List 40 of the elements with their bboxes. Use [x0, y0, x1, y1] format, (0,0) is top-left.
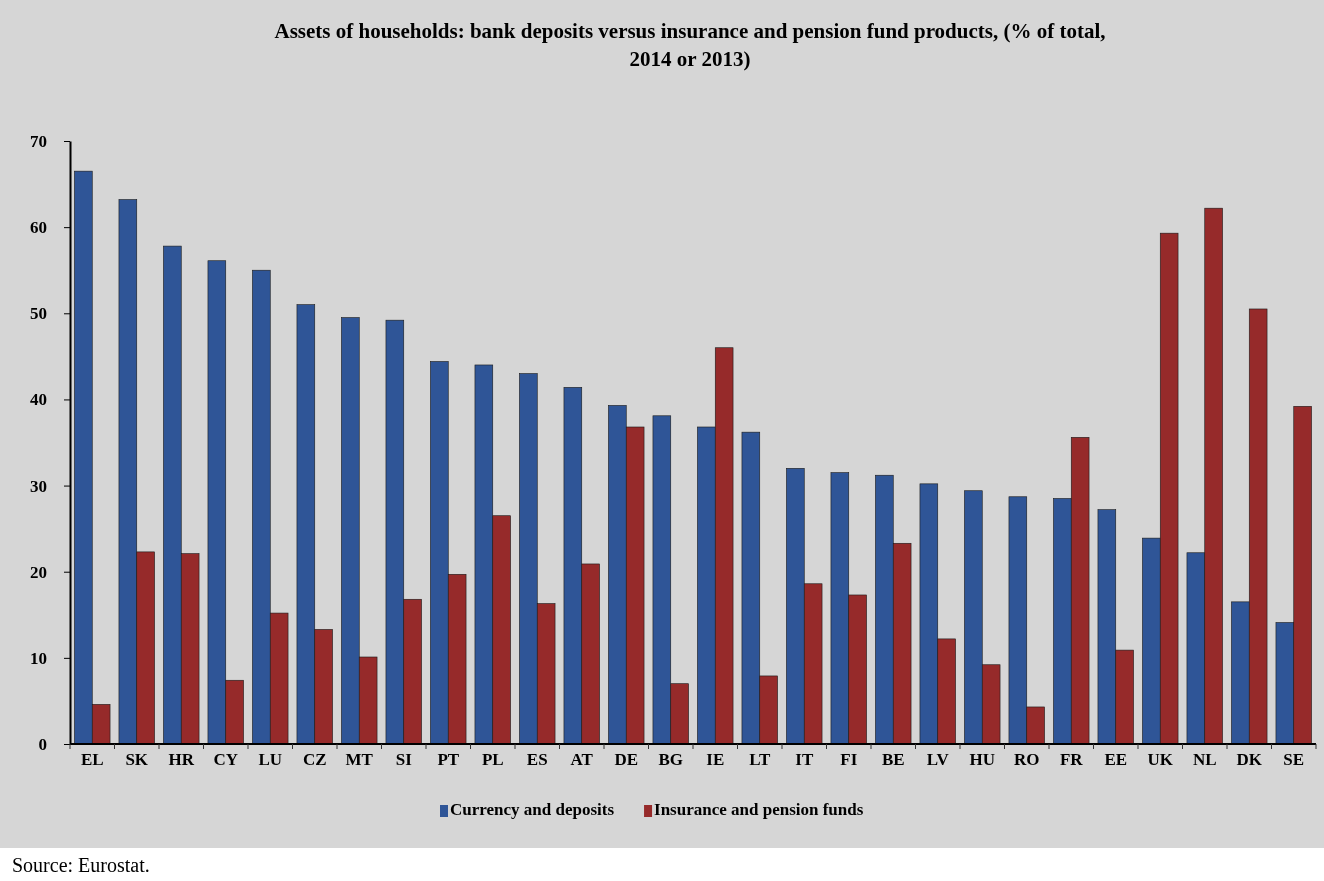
chart-title: Assets of households: bank deposits versus insurance and pension fund products, (% of total, 2014 or 2013): [274, 19, 1106, 71]
y-tick-label: 60: [30, 218, 47, 238]
x-tick-label: PT: [437, 750, 460, 769]
legend-label: Currency and deposits: [450, 800, 615, 819]
x-tick-label: IT: [795, 750, 814, 769]
x-tick-label: CZ: [302, 750, 327, 769]
source-note: Source: Eurostat.: [12, 854, 150, 876]
x-tick-label: PL: [481, 750, 504, 769]
x-tick-label: FI: [840, 750, 858, 769]
x-tick-label: IE: [706, 750, 725, 769]
x-tick-label: EL: [80, 750, 104, 769]
x-tick-label: LU: [258, 750, 283, 769]
y-tick-label: 10: [30, 648, 47, 668]
x-tick-label: LT: [749, 750, 771, 769]
y-tick-label: 70: [30, 131, 47, 151]
x-tick-label: SK: [125, 750, 149, 769]
x-tick-label: ES: [526, 750, 548, 769]
x-tick-label: BG: [658, 750, 684, 769]
y-tick-label: 50: [30, 304, 47, 324]
x-tick-label: UK: [1147, 750, 1174, 769]
x-tick-label: HU: [969, 750, 995, 769]
x-tick-label: SI: [395, 750, 413, 769]
x-tick-label: LV: [926, 750, 950, 769]
y-tick-label: 20: [30, 562, 47, 582]
x-tick-label: RO: [1014, 750, 1040, 769]
y-tick-label: 30: [30, 476, 47, 496]
x-tick-label: CY: [213, 750, 239, 769]
x-tick-label: AT: [570, 750, 594, 769]
x-tick-label: EE: [1104, 750, 1128, 769]
x-tick-label: BE: [881, 750, 905, 769]
legend-label: Insurance and pension funds: [654, 800, 864, 819]
y-tick-label: 0: [38, 734, 47, 754]
x-tick-label: MT: [345, 750, 374, 769]
x-tick-label: FR: [1059, 750, 1084, 769]
y-tick-label: 40: [30, 390, 47, 410]
x-tick-label: SE: [1283, 750, 1305, 769]
x-tick-label: NL: [1192, 750, 1217, 769]
x-tick-label: DE: [614, 750, 639, 769]
x-tick-label: DK: [1236, 750, 1263, 769]
x-tick-label: HR: [168, 750, 195, 769]
